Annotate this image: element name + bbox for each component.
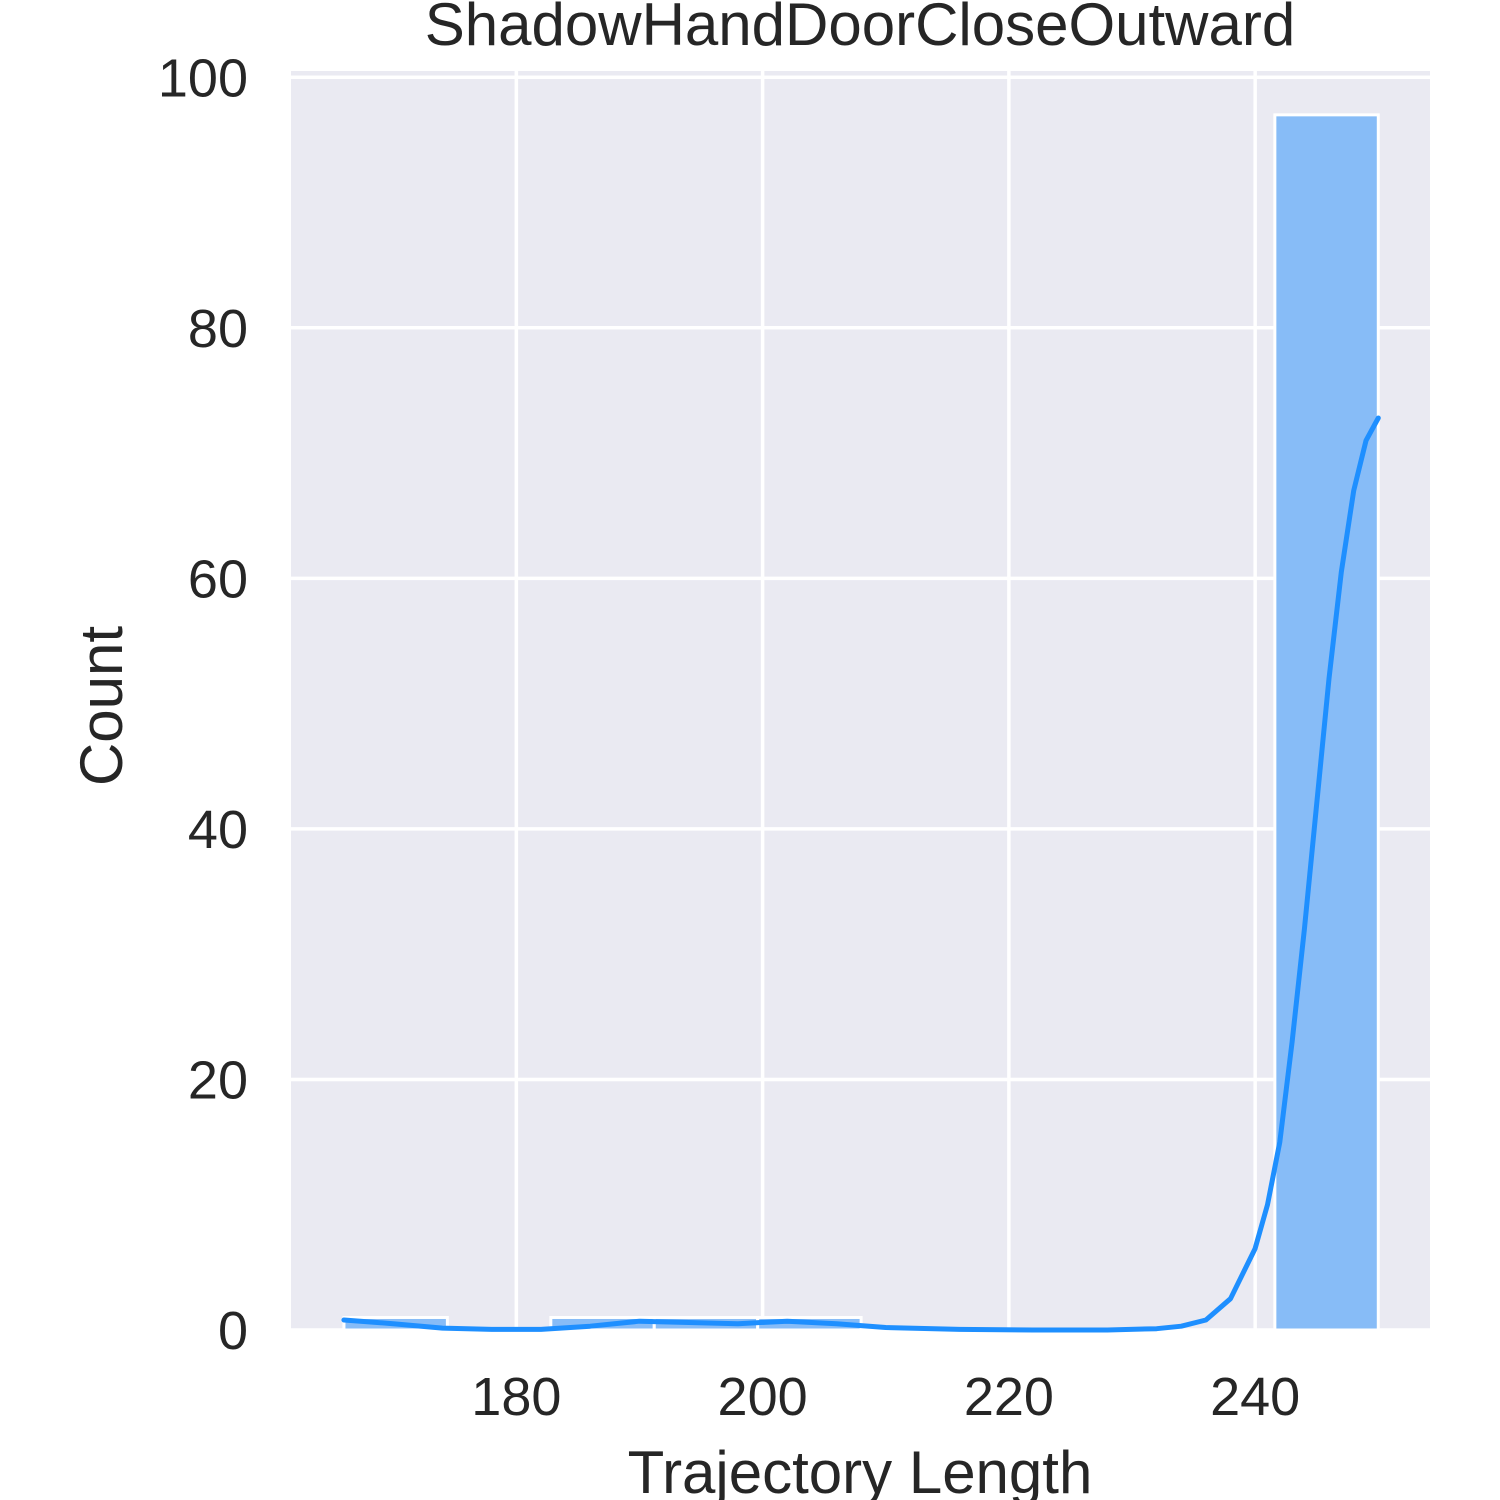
y-tick-label-2: 40 [188, 800, 248, 860]
x-tick-label-1: 200 [718, 1367, 808, 1427]
y-tick-label-4: 80 [188, 299, 248, 359]
y-tick-label-1: 20 [188, 1050, 248, 1110]
chart-title: ShadowHandDoorCloseOutward [425, 0, 1295, 58]
y-tick-label-5: 100 [158, 48, 248, 108]
x-tick-label-2: 220 [964, 1367, 1054, 1427]
y-axis-label: Count [68, 626, 135, 786]
kde-curve [341, 415, 1381, 1333]
x-tick-label-3: 240 [1210, 1367, 1300, 1427]
x-tick-label-0: 180 [471, 1367, 561, 1427]
kde-curve-group [341, 415, 1381, 1333]
plot-background [291, 71, 1430, 1330]
x-tick-labels: 180 200 220 240 [471, 1367, 1300, 1427]
y-tick-labels: 0 20 40 60 80 100 [158, 48, 248, 1361]
y-tick-label-0: 0 [218, 1301, 248, 1361]
x-axis-label: Trajectory Length [628, 1439, 1093, 1500]
y-tick-label-3: 60 [188, 549, 248, 609]
